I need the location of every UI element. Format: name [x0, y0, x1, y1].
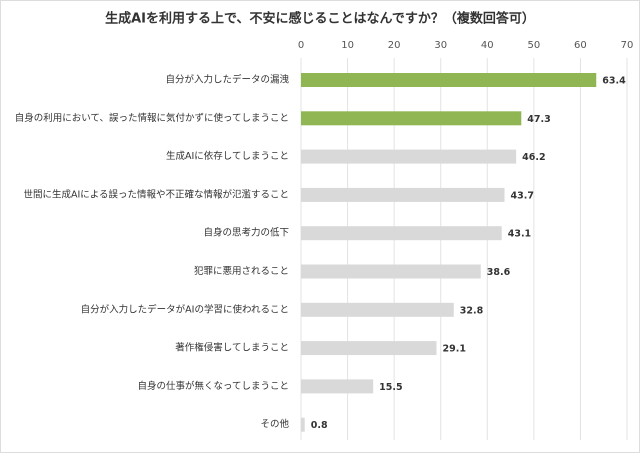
- data-label: 32.8: [460, 305, 484, 316]
- data-label: 63.4: [602, 76, 626, 87]
- bar: [301, 149, 517, 164]
- bar: [301, 187, 505, 202]
- bar: [301, 73, 597, 87]
- bar: [301, 302, 454, 317]
- x-tick-label: 40: [481, 40, 494, 51]
- data-label: 47.3: [527, 114, 550, 125]
- data-label: 43.1: [508, 229, 531, 240]
- x-tick-label: 60: [574, 40, 587, 51]
- data-label: 38.6: [487, 267, 511, 278]
- data-label: 29.1: [443, 344, 466, 355]
- x-tick-label: 50: [527, 40, 540, 51]
- x-tick-label: 10: [341, 40, 354, 51]
- bar: [301, 341, 437, 356]
- y-tick-label: 自身の利用において、誤った情報に気付かずに使ってしまうこと: [15, 112, 289, 124]
- y-tick-label: 自分が入力したデータがAIの学習に使われること: [81, 303, 289, 315]
- y-tick-label: 犯罪に悪用されること: [194, 266, 289, 277]
- x-tick-label: 0: [298, 40, 304, 51]
- bar: [301, 379, 374, 394]
- y-tick-label: 自分が入力したデータの漏洩: [165, 74, 289, 86]
- y-tick-label: その他: [260, 418, 289, 430]
- bar: [301, 111, 522, 126]
- bar: [301, 226, 502, 241]
- chart-title: 生成AIを利用する上で、不安に感じることはなんですか？（複数回答可）: [105, 11, 535, 27]
- y-tick-label: 自身の仕事が無くなってしまうこと: [137, 380, 289, 392]
- x-tick-label: 70: [621, 40, 634, 51]
- x-tick-label: 30: [434, 40, 447, 51]
- data-label: 46.2: [522, 152, 545, 163]
- data-label: 15.5: [379, 382, 402, 393]
- x-tick-label: 20: [388, 40, 401, 51]
- y-tick-label: 著作権侵害してしまうこと: [175, 342, 289, 354]
- y-tick-label: 世間に生成AIによる誤った情報や不正確な情報が氾濫すること: [23, 188, 289, 200]
- data-label: 0.8: [311, 420, 328, 431]
- bar: [301, 417, 305, 432]
- y-tick-label: 生成AIに依存してしまうこと: [166, 150, 289, 162]
- bar: [301, 264, 481, 279]
- y-tick-label: 自身の思考力の低下: [203, 227, 289, 239]
- data-label: 43.7: [511, 190, 534, 201]
